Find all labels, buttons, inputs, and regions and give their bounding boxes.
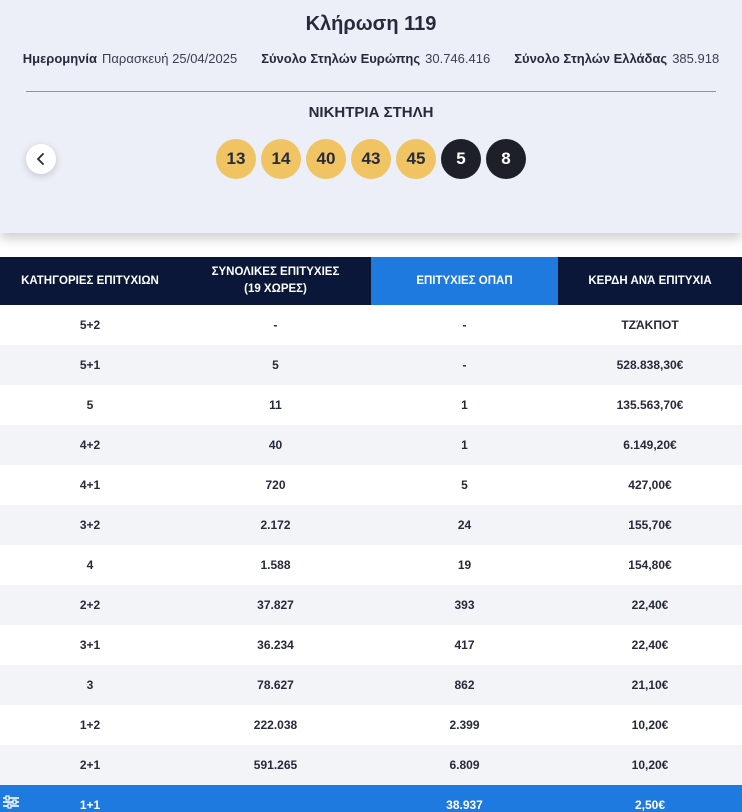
- header-categories: ΚΑΤΗΓΟΡΙΕΣ ΕΠΙΤΥΧΙΩΝ: [0, 257, 180, 305]
- chevron-left-icon: [37, 153, 44, 165]
- draw-title: Κλήρωση 119: [305, 13, 437, 35]
- cell-total: 36.234: [180, 625, 371, 665]
- cell-prize: 21,10€: [558, 665, 742, 705]
- cell-prize: 155,70€: [558, 505, 742, 545]
- cell-category: 5+1: [0, 345, 180, 385]
- table-row: 5+1 5 - 528.838,30€: [0, 345, 742, 385]
- cell-category: 3+2: [0, 505, 180, 545]
- cell-total: -: [180, 305, 371, 345]
- cell-prize: 10,20€: [558, 745, 742, 785]
- cell-opap: 6.809: [371, 745, 558, 785]
- table-row: 3+1 36.234 417 22,40€: [0, 625, 742, 665]
- draw-card: Κλήρωση 119 Ημερομηνία Παρασκευή 25/04/20…: [0, 0, 742, 233]
- cell-prize: 135.563,70€: [558, 385, 742, 425]
- cell-total: 5: [180, 345, 371, 385]
- main-number-ball: 40: [306, 139, 346, 179]
- table-header-row: ΚΑΤΗΓΟΡΙΕΣ ΕΠΙΤΥΧΙΩΝ ΣΥΝΟΛΙΚΕΣ ΕΠΙΤΥΧΙΕΣ…: [0, 257, 742, 305]
- cell-opap: 862: [371, 665, 558, 705]
- cell-prize: 154,80€: [558, 545, 742, 585]
- cell-prize: 22,40€: [558, 585, 742, 625]
- winning-column-title: ΝΙΚΗΤΡΙΑ ΣΤΗΛΗ: [308, 104, 434, 121]
- cell-category: 1+1: [0, 785, 180, 812]
- greece-total-value: 385.918: [672, 51, 720, 66]
- cell-opap: 1: [371, 425, 558, 465]
- cell-total: 2.172: [180, 505, 371, 545]
- cell-category: 5: [0, 385, 180, 425]
- cell-opap: 38.937: [371, 785, 558, 812]
- cell-total: 11: [180, 385, 371, 425]
- greece-total-label: Σύνολο Στηλών Ελλάδας: [514, 51, 668, 66]
- cell-opap: -: [371, 345, 558, 385]
- prize-table: ΚΑΤΗΓΟΡΙΕΣ ΕΠΙΤΥΧΙΩΝ ΣΥΝΟΛΙΚΕΣ ΕΠΙΤΥΧΙΕΣ…: [0, 257, 742, 812]
- main-number-ball: 13: [216, 139, 256, 179]
- table-row: 3+2 2.172 24 155,70€: [0, 505, 742, 545]
- cell-category: 3: [0, 665, 180, 705]
- header-total-winners: ΣΥΝΟΛΙΚΕΣ ΕΠΙΤΥΧΙΕΣ (19 ΧΩΡΕΣ): [180, 257, 371, 305]
- cell-total: 37.827: [180, 585, 371, 625]
- divider: [26, 91, 716, 92]
- cell-opap: 24: [371, 505, 558, 545]
- greece-total: Σύνολο Στηλών Ελλάδας 385.918: [514, 51, 719, 66]
- cell-prize: 6.149,20€: [558, 425, 742, 465]
- cell-total: 40: [180, 425, 371, 465]
- table-row: 4+2 40 1 6.149,20€: [0, 425, 742, 465]
- cell-opap: -: [371, 305, 558, 345]
- main-number-ball: 45: [396, 139, 436, 179]
- cell-opap: 1: [371, 385, 558, 425]
- previous-draw-button[interactable]: [26, 144, 56, 174]
- header-opap-winners: ΕΠΙΤΥΧΙΕΣ ΟΠΑΠ: [371, 257, 558, 305]
- table-row: 3 78.627 862 21,10€: [0, 665, 742, 705]
- table-row: 2+2 37.827 393 22,40€: [0, 585, 742, 625]
- table-row: 1+2 222.038 2.399 10,20€: [0, 705, 742, 745]
- main-number-ball: 43: [351, 139, 391, 179]
- table-row: 4+1 720 5 427,00€: [0, 465, 742, 505]
- cell-total: 78.627: [180, 665, 371, 705]
- europe-total-value: 30.746.416: [425, 51, 491, 66]
- star-number-ball: 8: [486, 139, 526, 179]
- cell-category: 2+2: [0, 585, 180, 625]
- draw-info-row: Ημερομηνία Παρασκευή 25/04/2025 Σύνολο Στ…: [0, 51, 742, 66]
- cell-opap: 393: [371, 585, 558, 625]
- draw-date: Ημερομηνία Παρασκευή 25/04/2025: [23, 51, 237, 66]
- draw-date-label: Ημερομηνία: [22, 51, 98, 66]
- cell-prize: 22,40€: [558, 625, 742, 665]
- cell-opap: 417: [371, 625, 558, 665]
- cell-prize: 2,50€: [558, 785, 742, 812]
- cell-category: 2+1: [0, 745, 180, 785]
- cell-category: 1+2: [0, 705, 180, 745]
- header-total-line2: (19 ΧΩΡΕΣ): [244, 283, 307, 295]
- sliders-icon[interactable]: [2, 795, 20, 809]
- cell-opap: 2.399: [371, 705, 558, 745]
- header-prize: ΚΕΡΔΗ ΑΝΆ ΕΠΙΤΥΧΙΑ: [558, 257, 742, 305]
- cell-prize: ΤΖΆΚΠΟΤ: [558, 305, 742, 345]
- header-total-line1: ΣΥΝΟΛΙΚΕΣ ΕΠΙΤΥΧΙΕΣ: [211, 266, 340, 278]
- table-row: 1+1 38.937 2,50€: [0, 785, 742, 812]
- cell-prize: 427,00€: [558, 465, 742, 505]
- cell-category: 4+2: [0, 425, 180, 465]
- cell-category: 4: [0, 545, 180, 585]
- table-row: 4 1.588 19 154,80€: [0, 545, 742, 585]
- cell-total: 591.265: [180, 745, 371, 785]
- cell-total: 1.588: [180, 545, 371, 585]
- table-row: 5+2 - - ΤΖΆΚΠΟΤ: [0, 305, 742, 345]
- draw-date-value: Παρασκευή 25/04/2025: [102, 51, 238, 66]
- cell-category: 4+1: [0, 465, 180, 505]
- europe-total-label: Σύνολο Στηλών Ευρώπης: [261, 51, 421, 66]
- winning-numbers: 13 14 40 43 45 5 8: [216, 139, 526, 179]
- cell-total: [180, 785, 371, 812]
- cell-category: 5+2: [0, 305, 180, 345]
- cell-opap: 19: [371, 545, 558, 585]
- cell-total: 222.038: [180, 705, 371, 745]
- europe-total: Σύνολο Στηλών Ευρώπης 30.746.416: [261, 51, 490, 66]
- cell-prize: 528.838,30€: [558, 345, 742, 385]
- cell-opap: 5: [371, 465, 558, 505]
- table-row: 2+1 591.265 6.809 10,20€: [0, 745, 742, 785]
- cell-category: 3+1: [0, 625, 180, 665]
- star-number-ball: 5: [441, 139, 481, 179]
- table-row: 5 11 1 135.563,70€: [0, 385, 742, 425]
- cell-prize: 10,20€: [558, 705, 742, 745]
- main-number-ball: 14: [261, 139, 301, 179]
- cell-total: 720: [180, 465, 371, 505]
